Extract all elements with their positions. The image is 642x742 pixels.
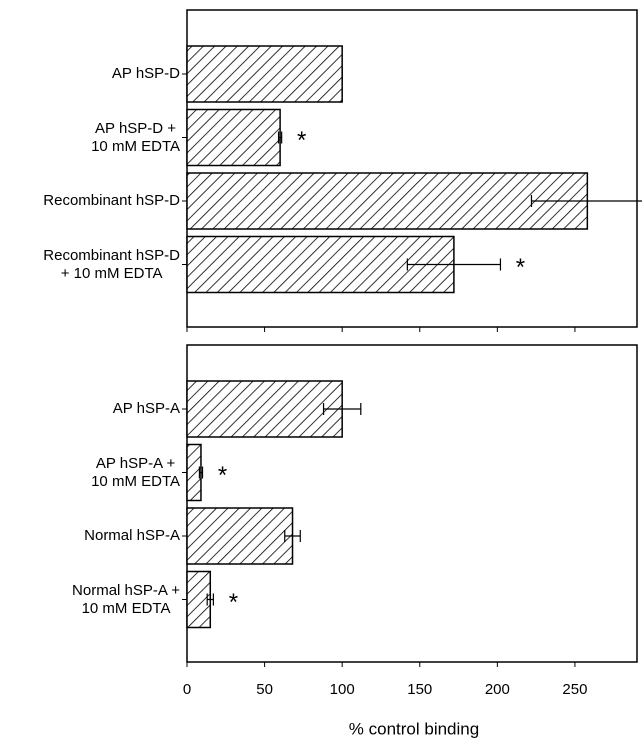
panel-frame (186, 344, 638, 663)
error-bar (206, 593, 214, 606)
bar (186, 507, 294, 565)
bar (186, 108, 281, 167)
x-axis-label: % control binding (349, 719, 479, 738)
x-tick-label: 200 (485, 681, 510, 698)
error-bar (406, 258, 502, 271)
significance-marker: * (516, 254, 525, 281)
x-tick-label: 150 (407, 681, 432, 698)
category-label: Recombinant hSP-D + 10 mM EDTA (43, 246, 180, 282)
category-label: AP hSP-D (111, 65, 180, 82)
bar (186, 172, 589, 230)
error-bar (530, 195, 642, 207)
significance-marker: * (218, 462, 227, 489)
significance-marker: * (229, 589, 238, 616)
error-bar (277, 131, 283, 144)
x-tick-label: 50 (256, 681, 273, 698)
x-tick-label: 100 (330, 681, 355, 698)
bar (186, 380, 343, 438)
category-label: AP hSP-A (112, 400, 180, 417)
panel-frame (186, 9, 638, 328)
error-bar (322, 403, 362, 415)
category-label: Normal hSP-A (84, 527, 180, 544)
error-bar (284, 530, 301, 542)
x-tick-label: 250 (562, 681, 587, 698)
category-label: AP hSP-A + 10 mM EDTA (91, 454, 180, 490)
category-label: Normal hSP-A + 10 mM EDTA (72, 581, 180, 617)
bar (186, 45, 343, 103)
x-tick-label: 0 (183, 681, 191, 698)
error-bar (198, 466, 204, 479)
category-label: AP hSP-D + 10 mM EDTA (91, 119, 180, 155)
significance-marker: * (297, 127, 306, 154)
category-label: Recombinant hSP-D (43, 192, 180, 209)
